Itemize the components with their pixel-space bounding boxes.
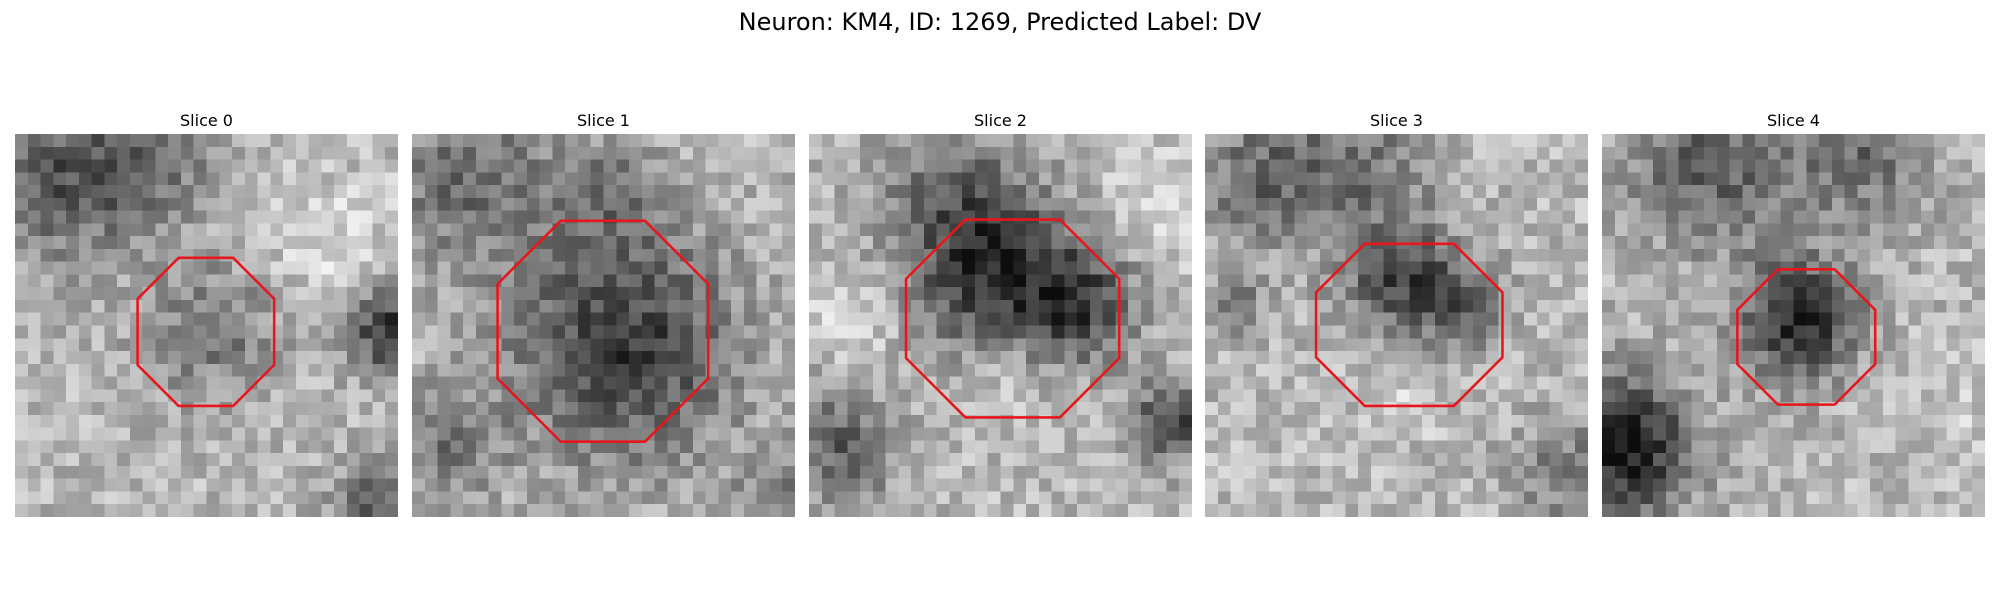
slice-panel: Slice 3 (1205, 108, 1588, 517)
slice-label: Slice 4 (1767, 111, 1820, 130)
slice-panel: Slice 2 (809, 108, 1192, 517)
pixels (809, 134, 1192, 517)
roi-contour (904, 218, 1121, 419)
slice-image (15, 134, 398, 517)
slice-image (1205, 134, 1588, 517)
slice-panel: Slice 0 (15, 108, 398, 517)
pixels (1205, 134, 1588, 517)
roi-contour (1314, 242, 1504, 408)
pixels (412, 134, 795, 517)
roi-contour (136, 256, 276, 408)
slice-image (1602, 134, 1985, 517)
roi-contour (1736, 268, 1877, 406)
pixels (1602, 134, 1985, 517)
figure-title: Neuron: KM4, ID: 1269, Predicted Label: … (738, 8, 1262, 36)
slice-image (412, 134, 795, 517)
slice-label: Slice 0 (180, 111, 233, 130)
roi-contour (496, 219, 710, 443)
slice-image (809, 134, 1192, 517)
slice-label: Slice 2 (974, 111, 1027, 130)
slice-label: Slice 1 (577, 111, 630, 130)
pixels (15, 134, 398, 517)
slice-panel: Slice 4 (1602, 108, 1985, 517)
slice-panel: Slice 1 (412, 108, 795, 517)
slice-label: Slice 3 (1370, 111, 1423, 130)
